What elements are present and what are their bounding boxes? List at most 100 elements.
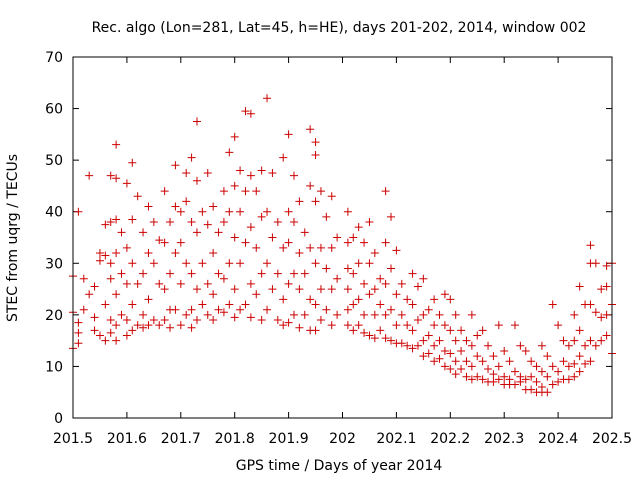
data-point — [451, 336, 460, 345]
data-point — [478, 375, 487, 384]
data-point — [532, 362, 541, 371]
data-point — [500, 372, 509, 381]
data-point — [311, 150, 320, 159]
data-point — [139, 323, 148, 332]
data-point — [214, 269, 223, 278]
data-point — [203, 169, 212, 178]
data-point — [106, 171, 115, 180]
data-point — [300, 228, 309, 237]
data-point — [225, 207, 234, 216]
data-point — [203, 310, 212, 319]
data-point — [575, 367, 584, 376]
data-point — [128, 158, 137, 167]
data-point — [575, 282, 584, 291]
data-point — [155, 236, 164, 245]
data-point — [602, 310, 611, 319]
data-point — [349, 326, 358, 335]
data-point — [424, 331, 433, 340]
data-point — [543, 372, 552, 381]
data-point — [430, 295, 439, 304]
data-point — [370, 310, 379, 319]
data-point — [101, 300, 110, 309]
y-tick-label: 60 — [45, 102, 63, 118]
data-point — [122, 331, 131, 340]
data-point — [575, 326, 584, 335]
data-point — [230, 285, 239, 294]
y-tick-label: 0 — [54, 411, 63, 427]
data-point — [446, 365, 455, 374]
data-point — [408, 300, 417, 309]
data-point — [370, 334, 379, 343]
data-point — [230, 132, 239, 141]
data-point — [112, 336, 121, 345]
data-point — [392, 290, 401, 299]
data-point — [166, 218, 175, 227]
data-point — [327, 285, 336, 294]
data-point — [192, 176, 201, 185]
data-point — [149, 218, 158, 227]
data-point — [198, 207, 207, 216]
data-point — [209, 248, 218, 257]
data-point — [457, 346, 466, 355]
data-point — [192, 117, 201, 126]
data-point — [106, 218, 115, 227]
data-point — [182, 259, 191, 268]
data-point — [122, 243, 131, 252]
data-point — [451, 310, 460, 319]
data-point — [376, 326, 385, 335]
data-point — [354, 223, 363, 232]
data-point — [122, 279, 131, 288]
data-point — [403, 295, 412, 304]
data-point — [263, 207, 272, 216]
data-point — [160, 285, 169, 294]
data-point — [494, 362, 503, 371]
data-point — [451, 357, 460, 366]
data-point — [462, 372, 471, 381]
data-point — [257, 166, 266, 175]
data-point — [236, 207, 245, 216]
x-tick-label: 201.5 — [53, 431, 93, 447]
data-point — [187, 323, 196, 332]
data-point — [284, 279, 293, 288]
data-point — [263, 259, 272, 268]
axis-ticks: 201.5 201.6 201.7 201.8 201.9 202 202.1 202.2 20… — [45, 50, 632, 447]
data-point — [284, 207, 293, 216]
data-point — [505, 357, 514, 366]
data-point — [144, 321, 153, 330]
data-point — [246, 313, 255, 322]
data-point — [354, 295, 363, 304]
data-point — [489, 370, 498, 379]
data-point — [209, 316, 218, 325]
data-point — [112, 215, 121, 224]
data-point — [349, 233, 358, 242]
data-point — [279, 153, 288, 162]
data-point — [74, 339, 83, 348]
data-point — [397, 310, 406, 319]
data-point — [95, 256, 104, 265]
data-point — [219, 187, 228, 196]
x-axis-label: GPS time / Days of year 2014 — [236, 458, 443, 474]
data-point — [478, 357, 487, 366]
data-point — [548, 300, 557, 309]
data-point — [570, 310, 579, 319]
data-point — [284, 318, 293, 327]
data-point — [160, 238, 169, 247]
data-point — [241, 300, 250, 309]
x-tick-label: 201.9 — [269, 431, 309, 447]
data-point — [295, 323, 304, 332]
x-tick-label: 201.7 — [161, 431, 201, 447]
data-point — [246, 171, 255, 180]
data-point — [381, 310, 390, 319]
data-point — [494, 375, 503, 384]
data-point — [279, 295, 288, 304]
data-point — [74, 207, 83, 216]
data-point — [435, 310, 444, 319]
data-point — [241, 107, 250, 116]
data-point — [306, 295, 315, 304]
data-point — [419, 310, 428, 319]
data-point — [516, 377, 525, 386]
data-point — [581, 359, 590, 368]
data-point — [101, 251, 110, 260]
data-point — [139, 310, 148, 319]
data-point — [419, 274, 428, 283]
